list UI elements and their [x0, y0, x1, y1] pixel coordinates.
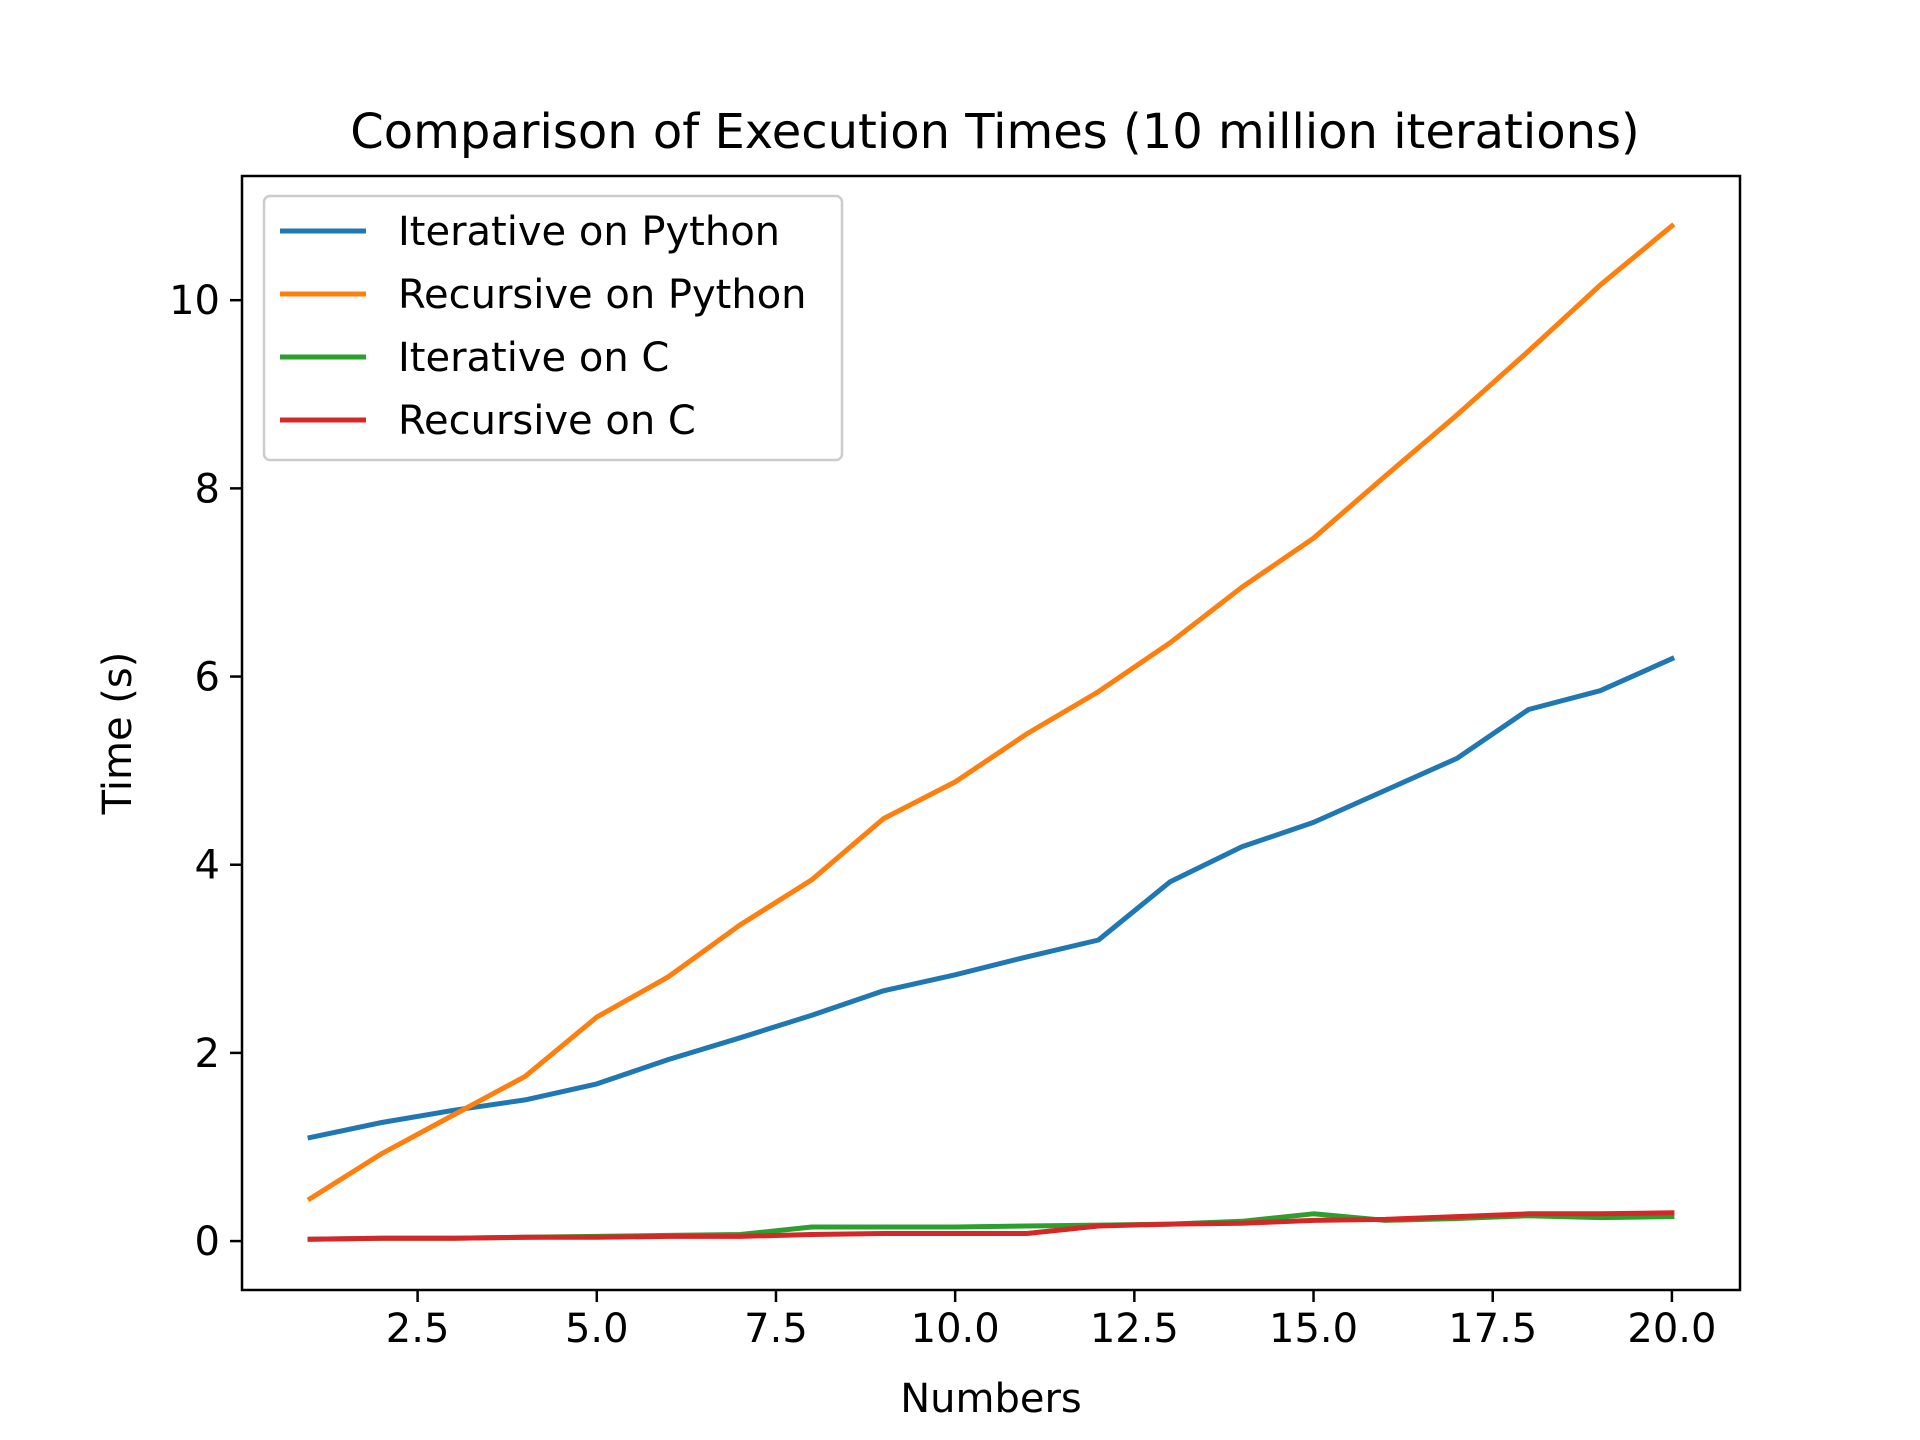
- legend-label-1: Recursive on Python: [398, 272, 807, 318]
- x-tick-label: 7.5: [744, 1306, 808, 1352]
- x-tick-label: 12.5: [1090, 1306, 1179, 1352]
- plot-frame: [240, 174, 1742, 1292]
- y-tick-label: 0: [195, 1219, 220, 1265]
- y-tick-label: 6: [195, 655, 220, 701]
- x-tick-label: 5.0: [565, 1306, 629, 1352]
- series-lines: [306, 222, 1676, 1242]
- legend-label-2: Iterative on C: [398, 335, 669, 381]
- x-tick-label: 2.5: [386, 1306, 450, 1352]
- legend: Iterative on Python Recursive on Python It…: [262, 194, 844, 462]
- series-line-3: [307, 1210, 1675, 1242]
- y-tick-label: 10: [169, 278, 220, 324]
- x-axis-ticks: 2.5 5.0 7.5 10.0 12.5 15.0 17.5 20.0: [386, 1290, 1716, 1352]
- x-tick-label: 17.5: [1448, 1306, 1537, 1352]
- chart-title: Comparison of Execution Times (10 millio…: [350, 104, 1639, 160]
- x-tick-label: 10.0: [911, 1306, 1000, 1352]
- series-line-0: [307, 655, 1676, 1141]
- y-tick-label: 8: [195, 466, 220, 512]
- x-tick-label: 20.0: [1627, 1306, 1716, 1352]
- y-tick-label: 2: [195, 1031, 220, 1077]
- legend-label-0: Iterative on Python: [398, 209, 780, 255]
- legend-label-3: Recursive on C: [398, 398, 696, 444]
- series-line-1: [306, 222, 1676, 1203]
- x-tick-label: 15.0: [1269, 1306, 1358, 1352]
- x-axis-label: Numbers: [900, 1376, 1082, 1422]
- y-axis-ticks: 0 2 4 6 8 10: [169, 278, 242, 1265]
- y-axis-label: Time (s): [95, 652, 141, 816]
- y-tick-label: 4: [195, 843, 220, 889]
- legend-box: [262, 194, 844, 462]
